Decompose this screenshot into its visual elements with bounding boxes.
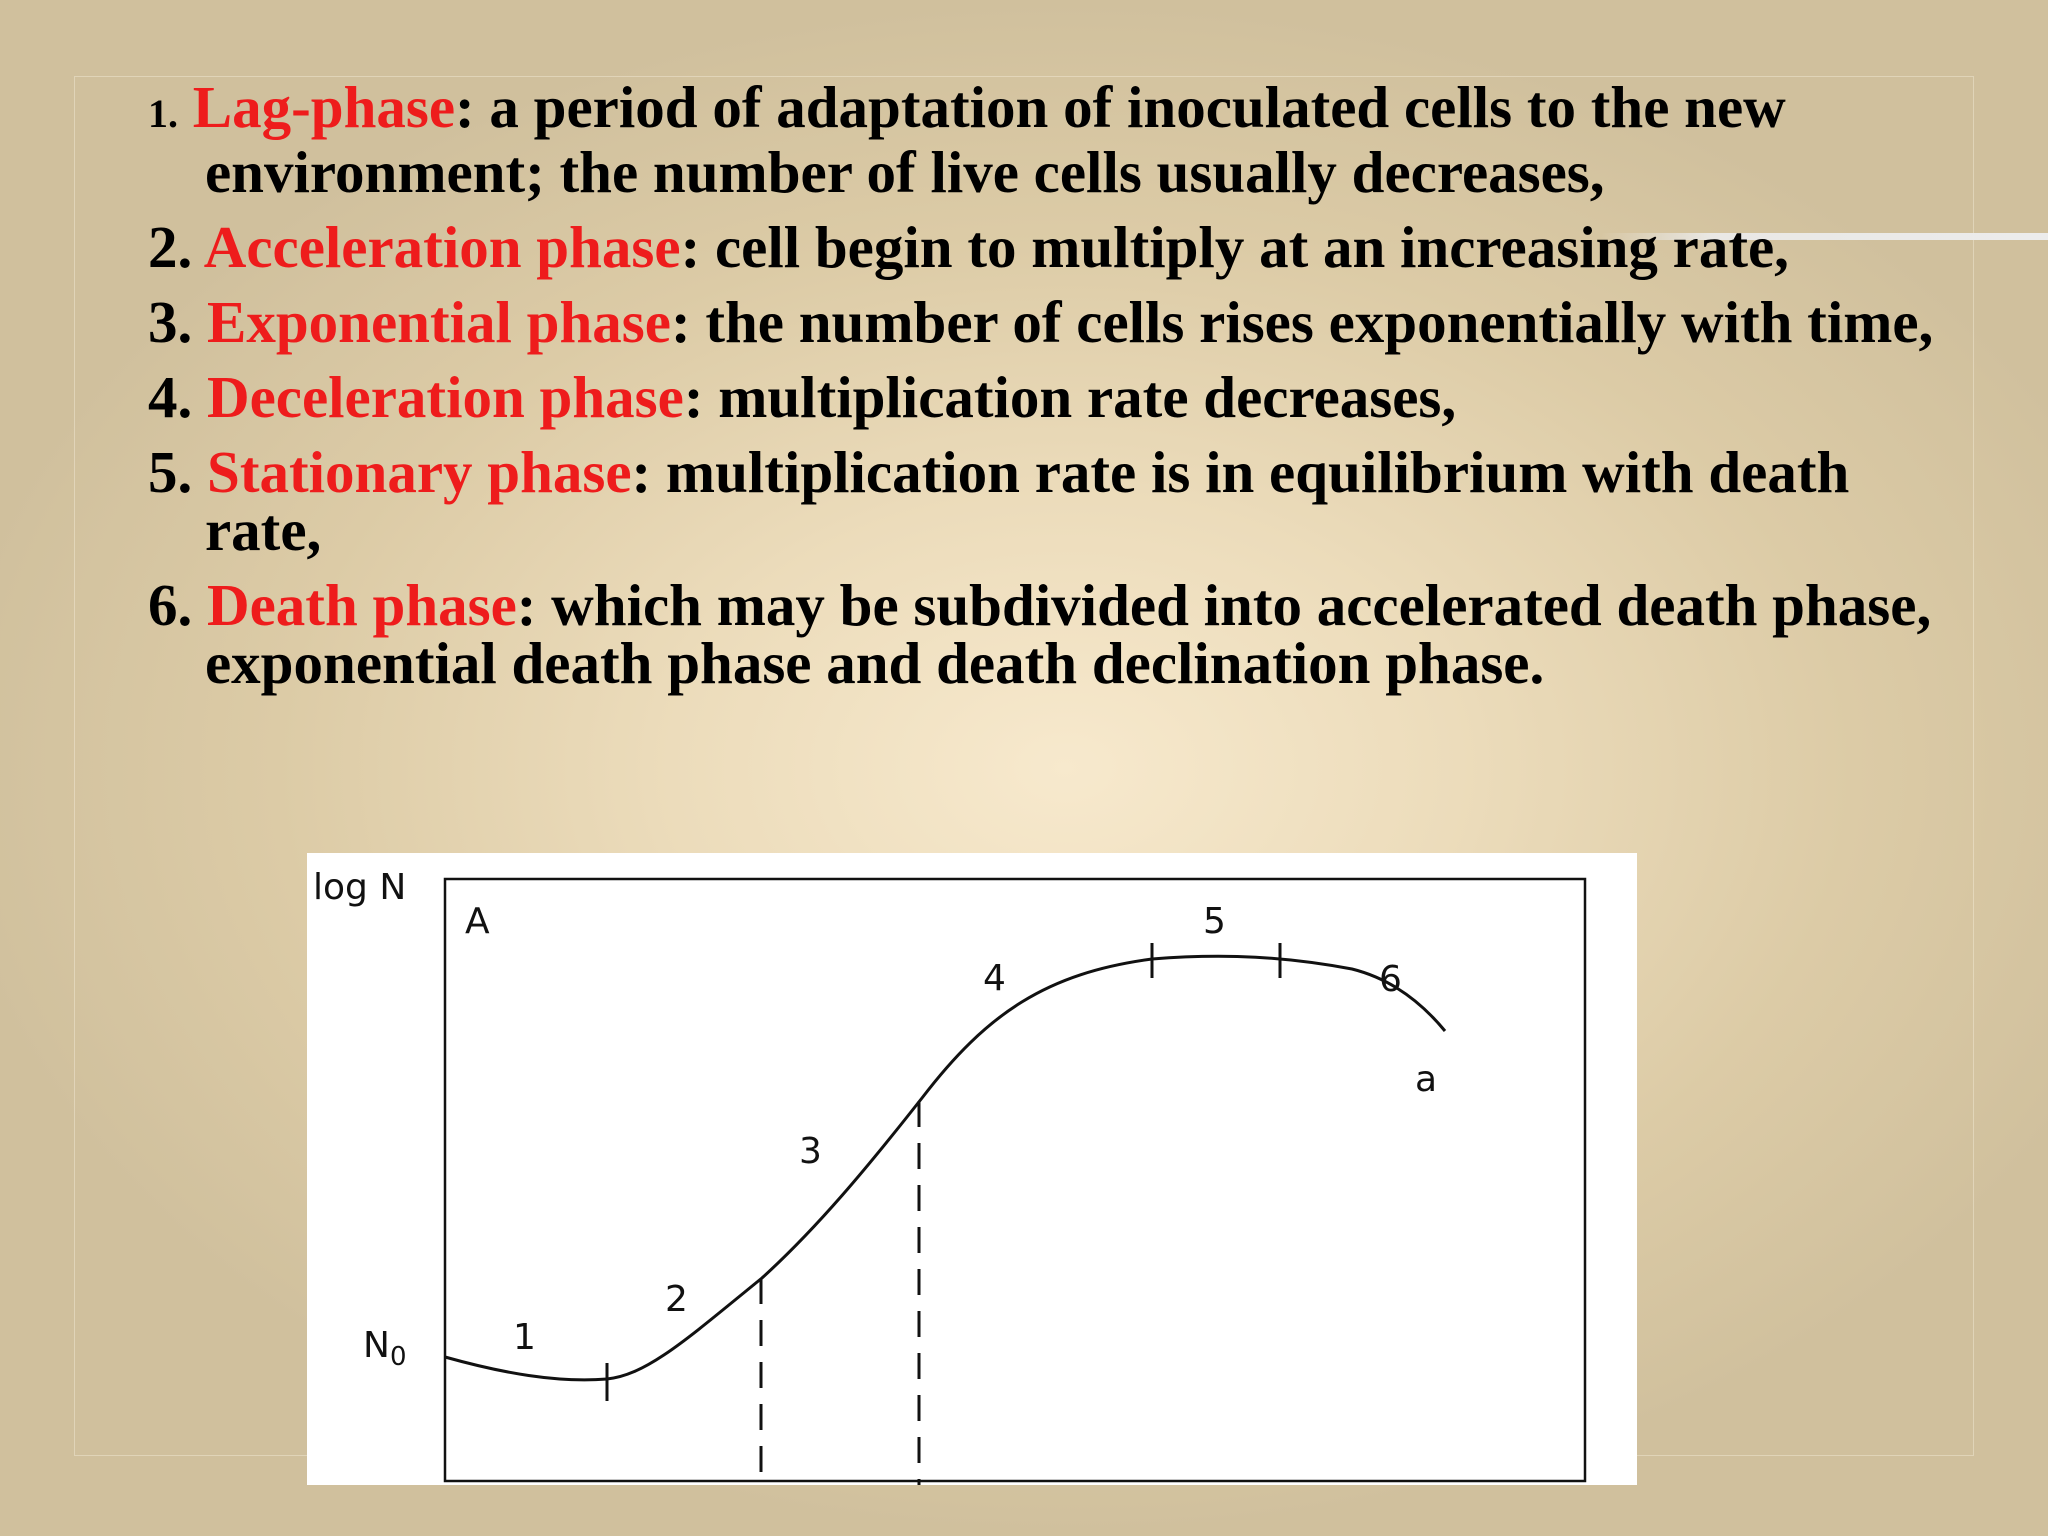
phase-number: 5. <box>148 439 193 505</box>
phase-number-label-4: 4 <box>983 958 1006 999</box>
phase-description: : multiplication rate decreases, <box>683 364 1457 430</box>
start-label-main: N <box>363 1325 390 1366</box>
phase-number-label-2: 2 <box>665 1279 688 1320</box>
phase-term: Deceleration phase <box>207 364 684 430</box>
phase-description: : a period of adaptation of inoculated c… <box>205 74 1786 205</box>
growth-curve <box>444 954 1447 1382</box>
phase-item-death: 6. Death phase: which may be subdivided … <box>148 576 1948 693</box>
phase-term: Death phase <box>207 572 517 638</box>
phase-term: Lag-phase <box>192 74 456 140</box>
phase-term: Stationary phase <box>207 439 632 505</box>
phase-list: 1. Lag-phase: a period of adaptation of … <box>148 78 1948 709</box>
phase-number-label-6: 6 <box>1379 959 1402 1000</box>
y-axis-label: log N <box>313 867 406 908</box>
phase-item-exponential: 3. Exponential phase: the number of cell… <box>148 293 1948 352</box>
phase-number-label-5: 5 <box>1203 901 1226 942</box>
phase-description: : the number of cells rises exponentiall… <box>670 289 1934 355</box>
start-label-subscript: 0 <box>390 1342 407 1372</box>
phase-number-label-1: 1 <box>513 1317 536 1358</box>
phase-number: 6. <box>148 572 193 638</box>
phase-term: Exponential phase <box>207 289 671 355</box>
phase-number-label-3: 3 <box>799 1131 822 1172</box>
phase-term: Acceleration phase <box>203 214 681 280</box>
growth-curve-svg: log N A N0 1 2 3 4 5 6 a <box>313 867 1587 1485</box>
curve-label: a <box>1415 1059 1437 1100</box>
phase-description: : multiplication rate is in equilibrium … <box>205 439 1850 563</box>
start-label: N0 <box>363 1325 406 1372</box>
phase-number: 1. <box>148 91 178 136</box>
phase-number: 3. <box>148 289 193 355</box>
phase-number: 2. <box>148 214 193 280</box>
phase-item-acceleration: 2. Acceleration phase: cell begin to mul… <box>148 218 1948 277</box>
decorative-line <box>1600 233 2048 240</box>
helper-path <box>445 958 1449 1380</box>
plot-frame <box>443 877 1587 1483</box>
phase-number: 4. <box>148 364 193 430</box>
phase-item-stationary: 5. Stationary phase: multiplication rate… <box>148 443 1948 560</box>
phase-description: : cell begin to multiply at an increasin… <box>680 214 1789 280</box>
phase-description: : which may be subdivided into accelerat… <box>205 572 1932 696</box>
panel-label: A <box>465 901 490 942</box>
phase-item-deceleration: 4. Deceleration phase: multiplication ra… <box>148 368 1948 427</box>
phase-item-lag: 1. Lag-phase: a period of adaptation of … <box>148 78 1948 202</box>
growth-curve-diagram: log N A N0 1 2 3 4 5 6 a <box>307 853 1637 1485</box>
